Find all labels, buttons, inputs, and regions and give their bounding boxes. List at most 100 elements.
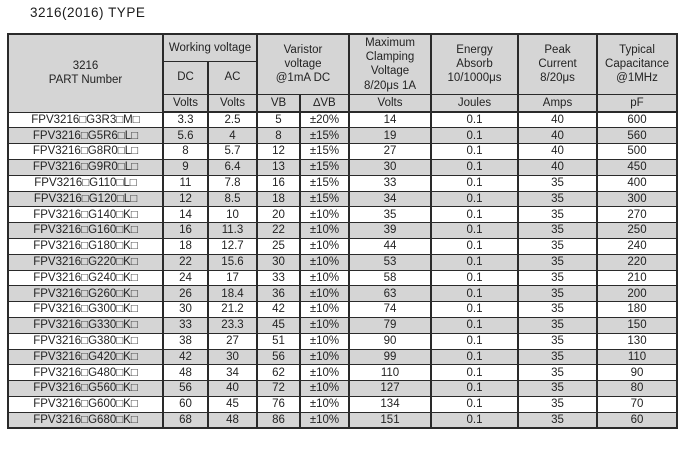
ac-volts-cell: 45 xyxy=(207,395,258,413)
vb-cell: 5 xyxy=(256,111,301,129)
table-row: FPV3216□G560□K□ 56 40 72 ±10% 127 0.1 35 80 xyxy=(7,380,678,397)
vb-cell: 18 xyxy=(256,190,301,208)
delta-vb-cell: ±10% xyxy=(299,395,350,413)
clamping-volts-cell: 74 xyxy=(348,301,432,318)
energy-joules-cell: 0.1 xyxy=(430,222,519,239)
peak-amps-cell: 35 xyxy=(517,206,598,224)
unit-clamping-volts: Volts xyxy=(348,93,432,113)
vb-cell: 86 xyxy=(256,411,301,429)
unit-peak-amps: Amps xyxy=(517,93,598,113)
clamping-volts-cell: 99 xyxy=(348,348,432,366)
unit-energy-joules: Joules xyxy=(430,93,519,113)
part-number-cell: FPV3216□G260□K□ xyxy=(7,285,164,303)
clamping-volts-cell: 53 xyxy=(348,253,432,271)
energy-joules-cell: 0.1 xyxy=(430,348,519,366)
delta-vb-cell: ±15% xyxy=(299,158,350,176)
vb-cell: 22 xyxy=(256,222,301,239)
ac-volts-cell: 18.4 xyxy=(207,285,258,303)
header-max-clamping-voltage: Maximum Clamping Voltage 8/20μs 1A xyxy=(348,33,432,95)
spec-table: 3216 PART Number Working voltage Varisto… xyxy=(7,33,678,430)
vb-cell: 30 xyxy=(256,253,301,271)
delta-vb-cell: ±10% xyxy=(299,285,350,303)
peak-amps-cell: 40 xyxy=(517,143,598,160)
peak-amps-cell: 40 xyxy=(517,111,598,129)
dc-volts-cell: 8 xyxy=(162,143,209,160)
table-row: FPV3216□G9R0□L□ 9 6.4 13 ±15% 30 0.1 40 450 xyxy=(7,158,678,176)
dc-volts-cell: 12 xyxy=(162,190,209,208)
ac-volts-cell: 4 xyxy=(207,127,258,145)
vb-cell: 72 xyxy=(256,380,301,397)
header-ac: AC xyxy=(207,60,258,95)
part-number-cell: FPV3216□G380□K□ xyxy=(7,332,164,350)
clamping-volts-cell: 58 xyxy=(348,269,432,287)
clamping-volts-cell: 110 xyxy=(348,364,432,382)
ac-volts-cell: 21.2 xyxy=(207,301,258,318)
page-title: 3216(2016) TYPE xyxy=(30,5,146,20)
vb-cell: 42 xyxy=(256,301,301,318)
part-number-cell: FPV3216□G160□K□ xyxy=(7,222,164,239)
clamping-volts-cell: 27 xyxy=(348,143,432,160)
table-row: FPV3216□G240□K□ 24 17 33 ±10% 58 0.1 35 210 xyxy=(7,269,678,287)
capacitance-pf-cell: 180 xyxy=(596,301,678,318)
peak-amps-cell: 35 xyxy=(517,269,598,287)
vb-cell: 76 xyxy=(256,395,301,413)
capacitance-pf-cell: 150 xyxy=(596,316,678,334)
header-energy-absorb: Energy Absorb 10/1000μs xyxy=(430,33,519,95)
vb-cell: 62 xyxy=(256,364,301,382)
ac-volts-cell: 34 xyxy=(207,364,258,382)
peak-amps-cell: 35 xyxy=(517,190,598,208)
delta-vb-cell: ±10% xyxy=(299,301,350,318)
peak-amps-cell: 40 xyxy=(517,127,598,145)
dc-volts-cell: 38 xyxy=(162,332,209,350)
energy-joules-cell: 0.1 xyxy=(430,332,519,350)
capacitance-pf-cell: 200 xyxy=(596,285,678,303)
part-number-cell: FPV3216□G330□K□ xyxy=(7,316,164,334)
table-row: FPV3216□G140□K□ 14 10 20 ±10% 35 0.1 35 270 xyxy=(7,206,678,224)
delta-vb-cell: ±10% xyxy=(299,380,350,397)
capacitance-pf-cell: 60 xyxy=(596,411,678,429)
clamping-volts-cell: 19 xyxy=(348,127,432,145)
table-row: FPV3216□G680□K□ 68 48 86 ±10% 151 0.1 35 60 xyxy=(7,411,678,429)
header-dc: DC xyxy=(162,60,209,95)
dc-volts-cell: 11 xyxy=(162,174,209,192)
ac-volts-cell: 2.5 xyxy=(207,111,258,129)
table-row: FPV3216□G120□L□ 12 8.5 18 ±15% 34 0.1 35 300 xyxy=(7,190,678,208)
part-number-cell: FPV3216□G180□K□ xyxy=(7,237,164,255)
clamping-volts-cell: 39 xyxy=(348,222,432,239)
peak-amps-cell: 35 xyxy=(517,348,598,366)
dc-volts-cell: 22 xyxy=(162,253,209,271)
energy-joules-cell: 0.1 xyxy=(430,301,519,318)
clamping-volts-cell: 30 xyxy=(348,158,432,176)
peak-amps-cell: 35 xyxy=(517,301,598,318)
delta-vb-cell: ±20% xyxy=(299,111,350,129)
table-header: 3216 PART Number Working voltage Varisto… xyxy=(7,33,678,113)
capacitance-pf-cell: 70 xyxy=(596,395,678,413)
capacitance-pf-cell: 600 xyxy=(596,111,678,129)
delta-vb-cell: ±15% xyxy=(299,190,350,208)
capacitance-pf-cell: 500 xyxy=(596,143,678,160)
part-number-cell: FPV3216□G3R3□M□ xyxy=(7,111,164,129)
peak-amps-cell: 35 xyxy=(517,174,598,192)
table-row: FPV3216□G110□L□ 11 7.8 16 ±15% 33 0.1 35 400 xyxy=(7,174,678,192)
capacitance-pf-cell: 270 xyxy=(596,206,678,224)
table-row: FPV3216□G300□K□ 30 21.2 42 ±10% 74 0.1 35 180 xyxy=(7,301,678,318)
dc-volts-cell: 18 xyxy=(162,237,209,255)
delta-vb-cell: ±10% xyxy=(299,364,350,382)
part-number-cell: FPV3216□G480□K□ xyxy=(7,364,164,382)
clamping-volts-cell: 79 xyxy=(348,316,432,334)
peak-amps-cell: 35 xyxy=(517,253,598,271)
delta-vb-cell: ±10% xyxy=(299,411,350,429)
energy-joules-cell: 0.1 xyxy=(430,395,519,413)
vb-cell: 8 xyxy=(256,127,301,145)
ac-volts-cell: 7.8 xyxy=(207,174,258,192)
table-row: FPV3216□G3R3□M□ 3.3 2.5 5 ±20% 14 0.1 40 600 xyxy=(7,111,678,129)
ac-volts-cell: 11.3 xyxy=(207,222,258,239)
ac-volts-cell: 6.4 xyxy=(207,158,258,176)
ac-volts-cell: 8.5 xyxy=(207,190,258,208)
capacitance-pf-cell: 400 xyxy=(596,174,678,192)
table-row: FPV3216□G180□K□ 18 12.7 25 ±10% 44 0.1 35 240 xyxy=(7,237,678,255)
clamping-volts-cell: 134 xyxy=(348,395,432,413)
ac-volts-cell: 10 xyxy=(207,206,258,224)
dc-volts-cell: 68 xyxy=(162,411,209,429)
energy-joules-cell: 0.1 xyxy=(430,111,519,129)
